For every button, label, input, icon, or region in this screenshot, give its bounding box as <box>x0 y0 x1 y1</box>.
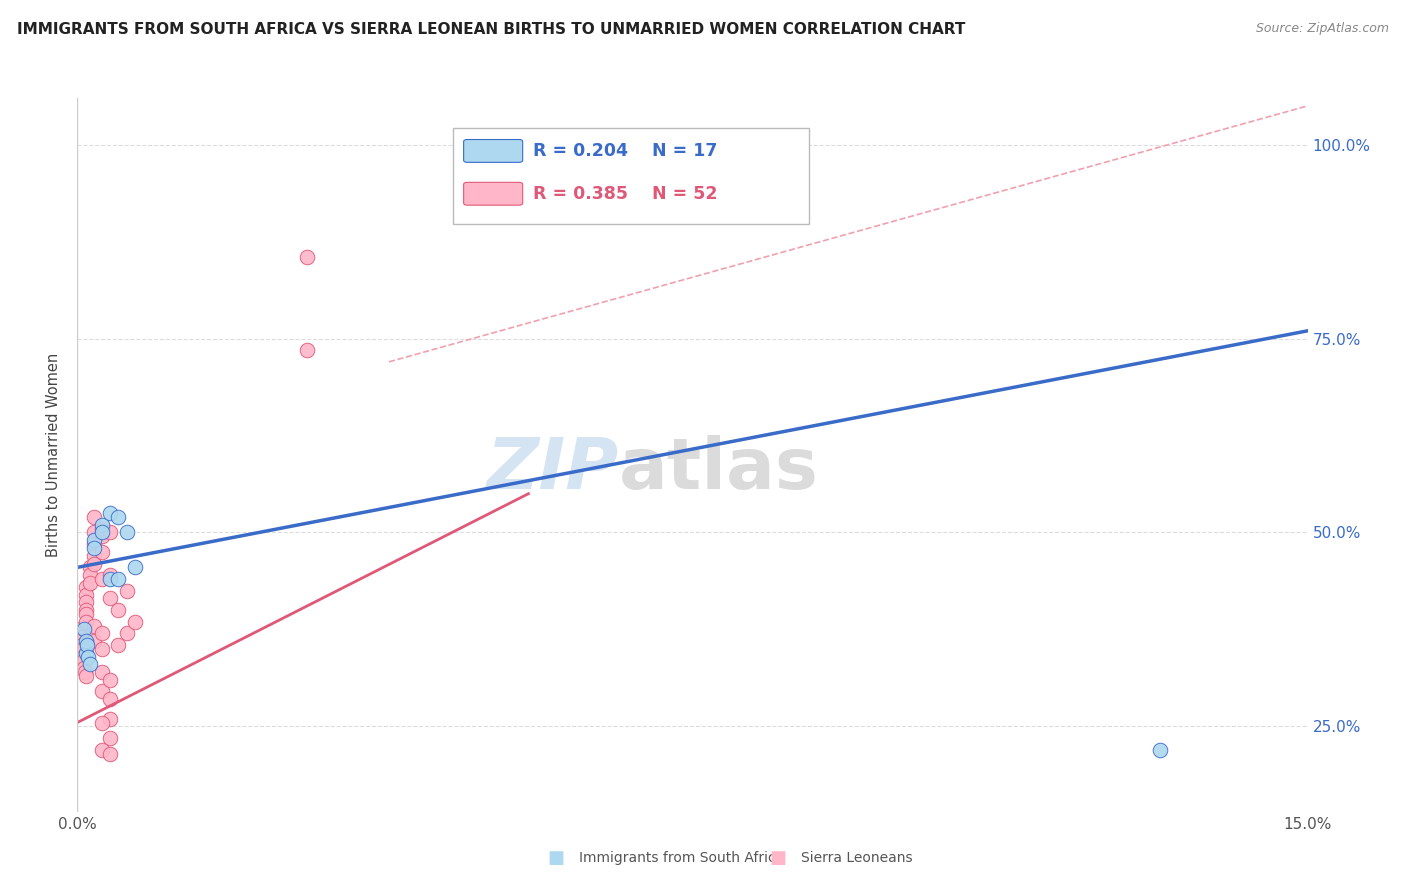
Point <box>83 618 105 632</box>
Point <box>98 525 121 540</box>
Point <box>90 517 114 532</box>
Point <box>90 626 114 640</box>
Point <box>79 560 101 574</box>
Point <box>83 510 105 524</box>
Point <box>73 665 96 679</box>
Point <box>107 510 129 524</box>
Point <box>98 712 121 726</box>
Point <box>75 580 97 594</box>
FancyBboxPatch shape <box>464 139 523 162</box>
Text: Sierra Leoneans: Sierra Leoneans <box>801 851 912 865</box>
Point <box>107 603 129 617</box>
Point <box>115 626 138 640</box>
Point <box>90 545 114 559</box>
Text: R = 0.204    N = 17: R = 0.204 N = 17 <box>533 142 717 160</box>
Point <box>83 533 105 548</box>
Point <box>70 634 93 648</box>
Point <box>90 641 114 656</box>
Point <box>83 549 105 563</box>
Point <box>98 731 121 745</box>
Point <box>83 541 105 555</box>
Point <box>90 522 114 536</box>
Text: ■: ■ <box>547 849 564 867</box>
Point <box>90 742 114 756</box>
Point <box>72 649 94 664</box>
Point <box>75 595 97 609</box>
Point <box>98 692 121 706</box>
FancyBboxPatch shape <box>453 128 810 225</box>
Text: R = 0.385    N = 52: R = 0.385 N = 52 <box>533 185 717 202</box>
Point <box>98 591 121 606</box>
Point <box>75 669 97 683</box>
Point <box>75 615 97 629</box>
Point <box>98 506 121 520</box>
Point <box>107 638 129 652</box>
Text: Immigrants from South Africa: Immigrants from South Africa <box>579 851 785 865</box>
Point <box>83 557 105 571</box>
Point <box>79 575 101 590</box>
Point <box>75 646 97 660</box>
Point <box>90 529 114 543</box>
Point <box>90 572 114 586</box>
Point <box>75 603 97 617</box>
Point <box>69 623 91 637</box>
Point <box>115 525 138 540</box>
Point <box>98 673 121 687</box>
Point <box>83 537 105 551</box>
Point <box>73 623 96 637</box>
Point <box>73 661 96 675</box>
Point <box>70 638 93 652</box>
Point <box>69 626 91 640</box>
Point <box>77 649 100 664</box>
Point <box>72 641 94 656</box>
Point <box>79 657 101 672</box>
Point <box>90 684 114 698</box>
Point <box>98 572 121 586</box>
Text: IMMIGRANTS FROM SOUTH AFRICA VS SIERRA LEONEAN BIRTHS TO UNMARRIED WOMEN CORRELA: IMMIGRANTS FROM SOUTH AFRICA VS SIERRA L… <box>17 22 966 37</box>
Point <box>70 630 93 644</box>
Point <box>75 588 97 602</box>
Text: ■: ■ <box>769 849 786 867</box>
Point <box>75 634 97 648</box>
Point <box>83 634 105 648</box>
Point <box>295 250 318 264</box>
FancyBboxPatch shape <box>464 182 523 205</box>
Text: atlas: atlas <box>619 434 818 504</box>
Point <box>1149 742 1171 756</box>
Point <box>107 572 129 586</box>
Point <box>124 615 146 629</box>
Point <box>75 607 97 621</box>
Point <box>98 568 121 582</box>
Point <box>73 653 96 667</box>
Point <box>98 747 121 761</box>
Y-axis label: Births to Unmarried Women: Births to Unmarried Women <box>46 353 62 557</box>
Point <box>76 638 98 652</box>
Point <box>124 560 146 574</box>
Point <box>90 665 114 679</box>
Point <box>90 715 114 730</box>
Point <box>83 525 105 540</box>
Point <box>79 568 101 582</box>
Text: ZIP: ZIP <box>486 434 619 504</box>
Text: Source: ZipAtlas.com: Source: ZipAtlas.com <box>1256 22 1389 36</box>
Point <box>295 343 318 358</box>
Point <box>115 583 138 598</box>
Point <box>90 525 114 540</box>
